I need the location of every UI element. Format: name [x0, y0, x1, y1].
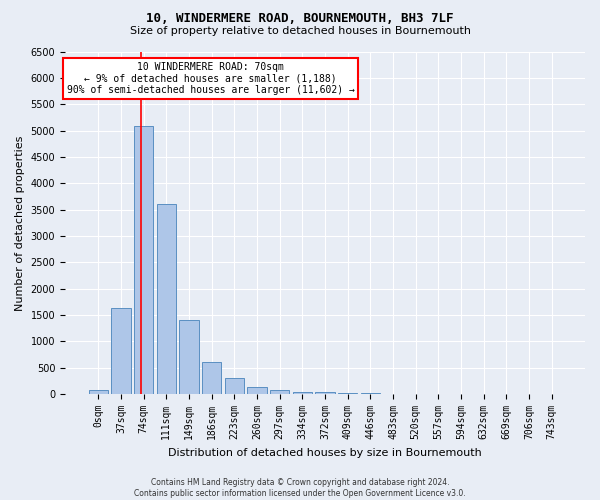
Bar — [270, 390, 289, 394]
Text: 10, WINDERMERE ROAD, BOURNEMOUTH, BH3 7LF: 10, WINDERMERE ROAD, BOURNEMOUTH, BH3 7L… — [146, 12, 454, 26]
Text: Size of property relative to detached houses in Bournemouth: Size of property relative to detached ho… — [130, 26, 470, 36]
Bar — [134, 126, 153, 394]
Bar — [361, 393, 380, 394]
Text: 10 WINDERMERE ROAD: 70sqm
← 9% of detached houses are smaller (1,188)
90% of sem: 10 WINDERMERE ROAD: 70sqm ← 9% of detach… — [67, 62, 355, 95]
Text: Contains HM Land Registry data © Crown copyright and database right 2024.
Contai: Contains HM Land Registry data © Crown c… — [134, 478, 466, 498]
Bar — [157, 204, 176, 394]
Bar — [224, 378, 244, 394]
Bar — [89, 390, 108, 394]
Bar — [112, 308, 131, 394]
Bar — [293, 392, 312, 394]
Bar — [202, 362, 221, 394]
Y-axis label: Number of detached properties: Number of detached properties — [15, 135, 25, 310]
Bar — [179, 320, 199, 394]
Bar — [338, 392, 358, 394]
X-axis label: Distribution of detached houses by size in Bournemouth: Distribution of detached houses by size … — [168, 448, 482, 458]
Bar — [316, 392, 335, 394]
Bar — [247, 387, 266, 394]
